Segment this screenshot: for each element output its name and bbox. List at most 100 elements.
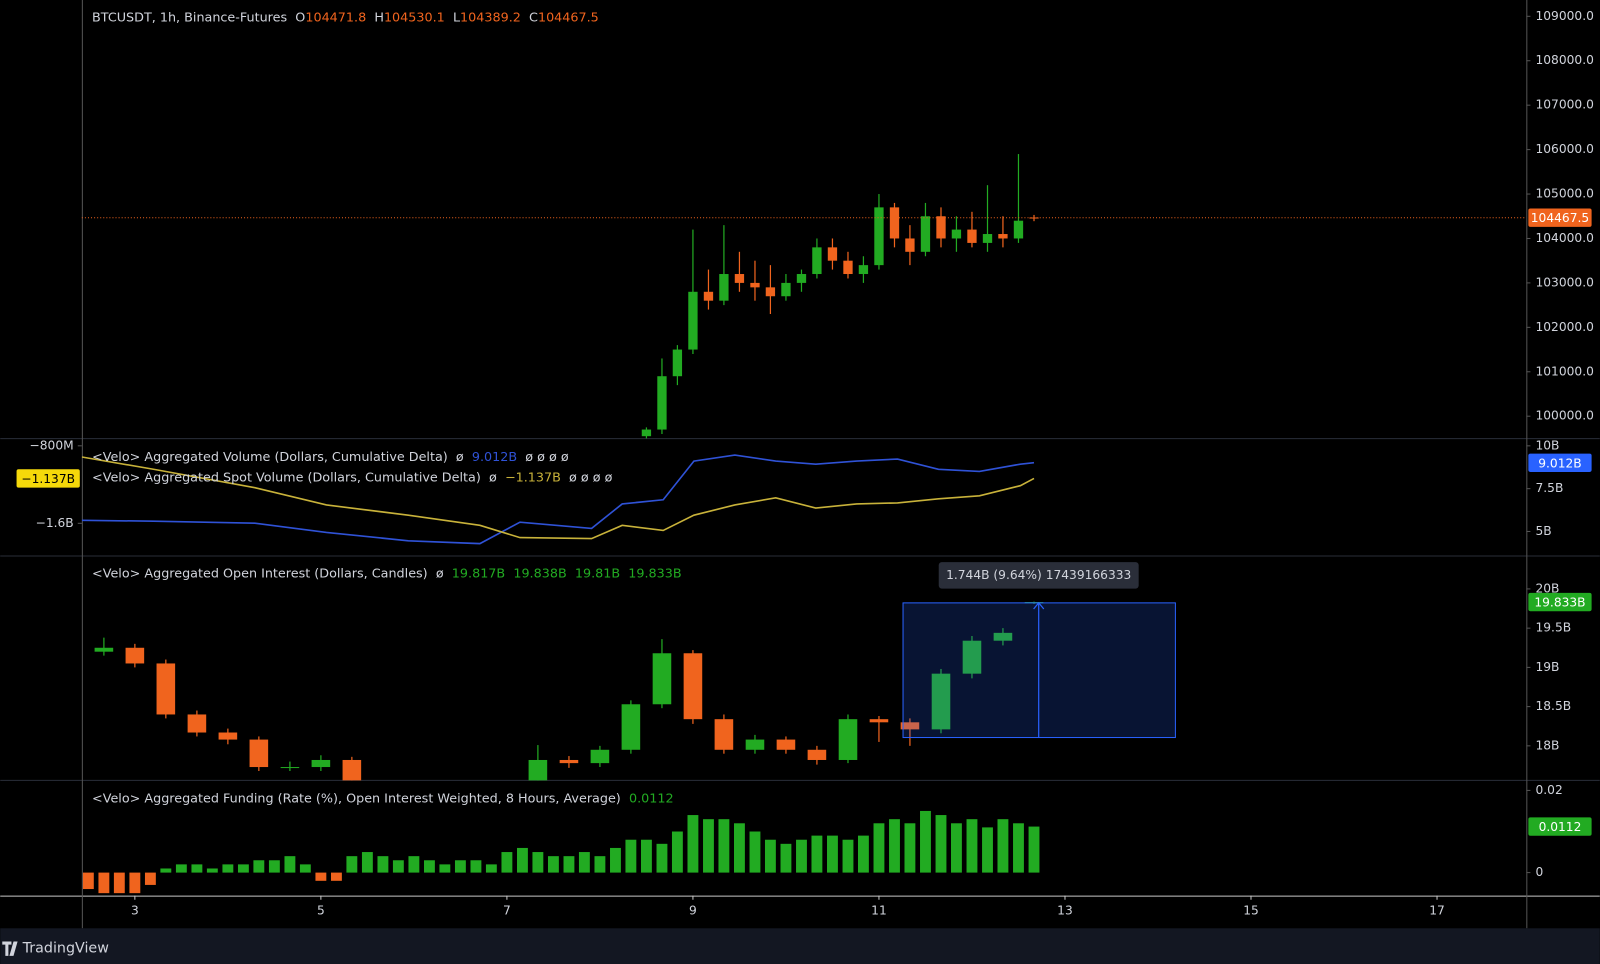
- legend-value: 9.012B: [472, 450, 517, 465]
- x-tick-label: 5: [317, 903, 325, 917]
- bar: [191, 864, 203, 873]
- candle-body: [900, 722, 920, 730]
- bar: [129, 872, 141, 894]
- bar: [346, 856, 358, 873]
- measure-tooltip: [938, 562, 1139, 589]
- y-tick-label: 105000.0: [1535, 187, 1593, 201]
- bar: [408, 856, 420, 873]
- candle-body: [812, 247, 822, 275]
- candle-body: [311, 759, 331, 768]
- bar: [98, 872, 110, 894]
- bar: [873, 823, 885, 873]
- bar: [253, 860, 265, 873]
- candle-body: [905, 238, 915, 252]
- candle-body: [962, 640, 982, 674]
- candle-body: [280, 767, 300, 769]
- candle-body: [688, 291, 698, 350]
- y-tick-label: 108000.0: [1535, 53, 1593, 67]
- legend-value: 19.817B: [452, 566, 505, 581]
- bar: [749, 831, 761, 873]
- bar: [299, 864, 311, 873]
- y-tick-label: 104000.0: [1535, 231, 1593, 245]
- bar: [206, 868, 218, 873]
- ohlc-value: 104389.2: [460, 10, 521, 25]
- candle-body: [843, 260, 853, 275]
- bar: [268, 860, 280, 873]
- bar: [997, 819, 1009, 873]
- candle-body: [998, 234, 1008, 239]
- candle-body: [765, 287, 776, 297]
- price-badge: [1528, 208, 1592, 227]
- bar: [811, 835, 823, 873]
- y-tick-label: −800M: [30, 438, 74, 452]
- candle-body: [931, 673, 951, 730]
- y-tick-label: 7.5B: [1535, 481, 1563, 495]
- symbol-title: BTCUSDT, 1h, Binance-Futures: [92, 10, 287, 25]
- bar: [1013, 823, 1024, 873]
- legend: <Velo> Aggregated Funding (Rate (%), Ope…: [92, 791, 674, 806]
- bar: [82, 872, 94, 890]
- x-tick-label: 9: [689, 903, 697, 917]
- x-tick-label: 7: [503, 903, 511, 917]
- candle-body: [657, 376, 667, 430]
- legend-text: L: [453, 10, 461, 25]
- bar: [671, 831, 683, 873]
- candle-body: [951, 229, 962, 239]
- bar: [439, 864, 451, 873]
- legend-text: ø: [456, 450, 464, 465]
- legend-text: ø: [436, 566, 444, 581]
- candle-body: [652, 653, 672, 705]
- y-tick-label: 0: [1535, 865, 1543, 879]
- bar: [160, 868, 172, 873]
- candle-body: [641, 429, 652, 437]
- bar: [687, 815, 699, 873]
- price-badge-label: 9.012B: [1538, 456, 1581, 470]
- y-tick-label: 102000.0: [1535, 320, 1593, 334]
- legend-value: 0.0112: [629, 791, 674, 806]
- legend: <Velo> Aggregated Open Interest (Dollars…: [92, 566, 682, 581]
- candle-body: [734, 274, 745, 283]
- bar: [547, 856, 559, 873]
- candle-body: [807, 749, 827, 760]
- candle-body: [936, 216, 946, 239]
- legend-text: H: [374, 10, 384, 25]
- bar: [222, 864, 234, 873]
- legend-text: C: [529, 10, 538, 25]
- bar: [842, 839, 854, 873]
- candle-body: [967, 229, 977, 243]
- y-tick-label: 0.02: [1535, 783, 1562, 797]
- bar: [485, 864, 497, 873]
- candle-body: [1013, 220, 1024, 239]
- y-tick-label: 19B: [1535, 660, 1559, 674]
- candle-body: [714, 719, 734, 750]
- bar: [144, 872, 156, 885]
- candle-body: [719, 274, 729, 301]
- legend-text: ø ø ø ø: [525, 450, 569, 465]
- candle-body: [249, 739, 269, 768]
- bar: [920, 810, 931, 873]
- y-tick-label: 20B: [1535, 581, 1559, 595]
- legend-value: 19.833B: [628, 566, 681, 581]
- legend-text: O: [295, 10, 305, 25]
- bar: [284, 856, 296, 873]
- bar: [796, 839, 807, 873]
- candle-body: [218, 732, 238, 740]
- bar: [563, 856, 575, 873]
- candle-body: [342, 759, 362, 781]
- legend-name: <Velo> Aggregated Volume (Dollars, Cumul…: [92, 450, 448, 465]
- candle-body: [590, 749, 610, 764]
- y-tick-label: 18.5B: [1535, 699, 1571, 713]
- legend-name: <Velo> Aggregated Spot Volume (Dollars, …: [92, 470, 481, 485]
- legend-text: ø: [489, 470, 497, 485]
- bar: [454, 860, 466, 873]
- legend-text: ø ø ø ø: [569, 470, 613, 485]
- bar: [703, 819, 714, 873]
- candle-body: [920, 216, 931, 252]
- candle-body: [827, 247, 838, 261]
- y-tick-label: 100000.0: [1535, 409, 1593, 423]
- legend-value: 19.838B: [513, 566, 566, 581]
- brand: TradingView: [22, 941, 110, 957]
- legend-value: 19.81B: [575, 566, 620, 581]
- series-line: [81, 454, 1035, 545]
